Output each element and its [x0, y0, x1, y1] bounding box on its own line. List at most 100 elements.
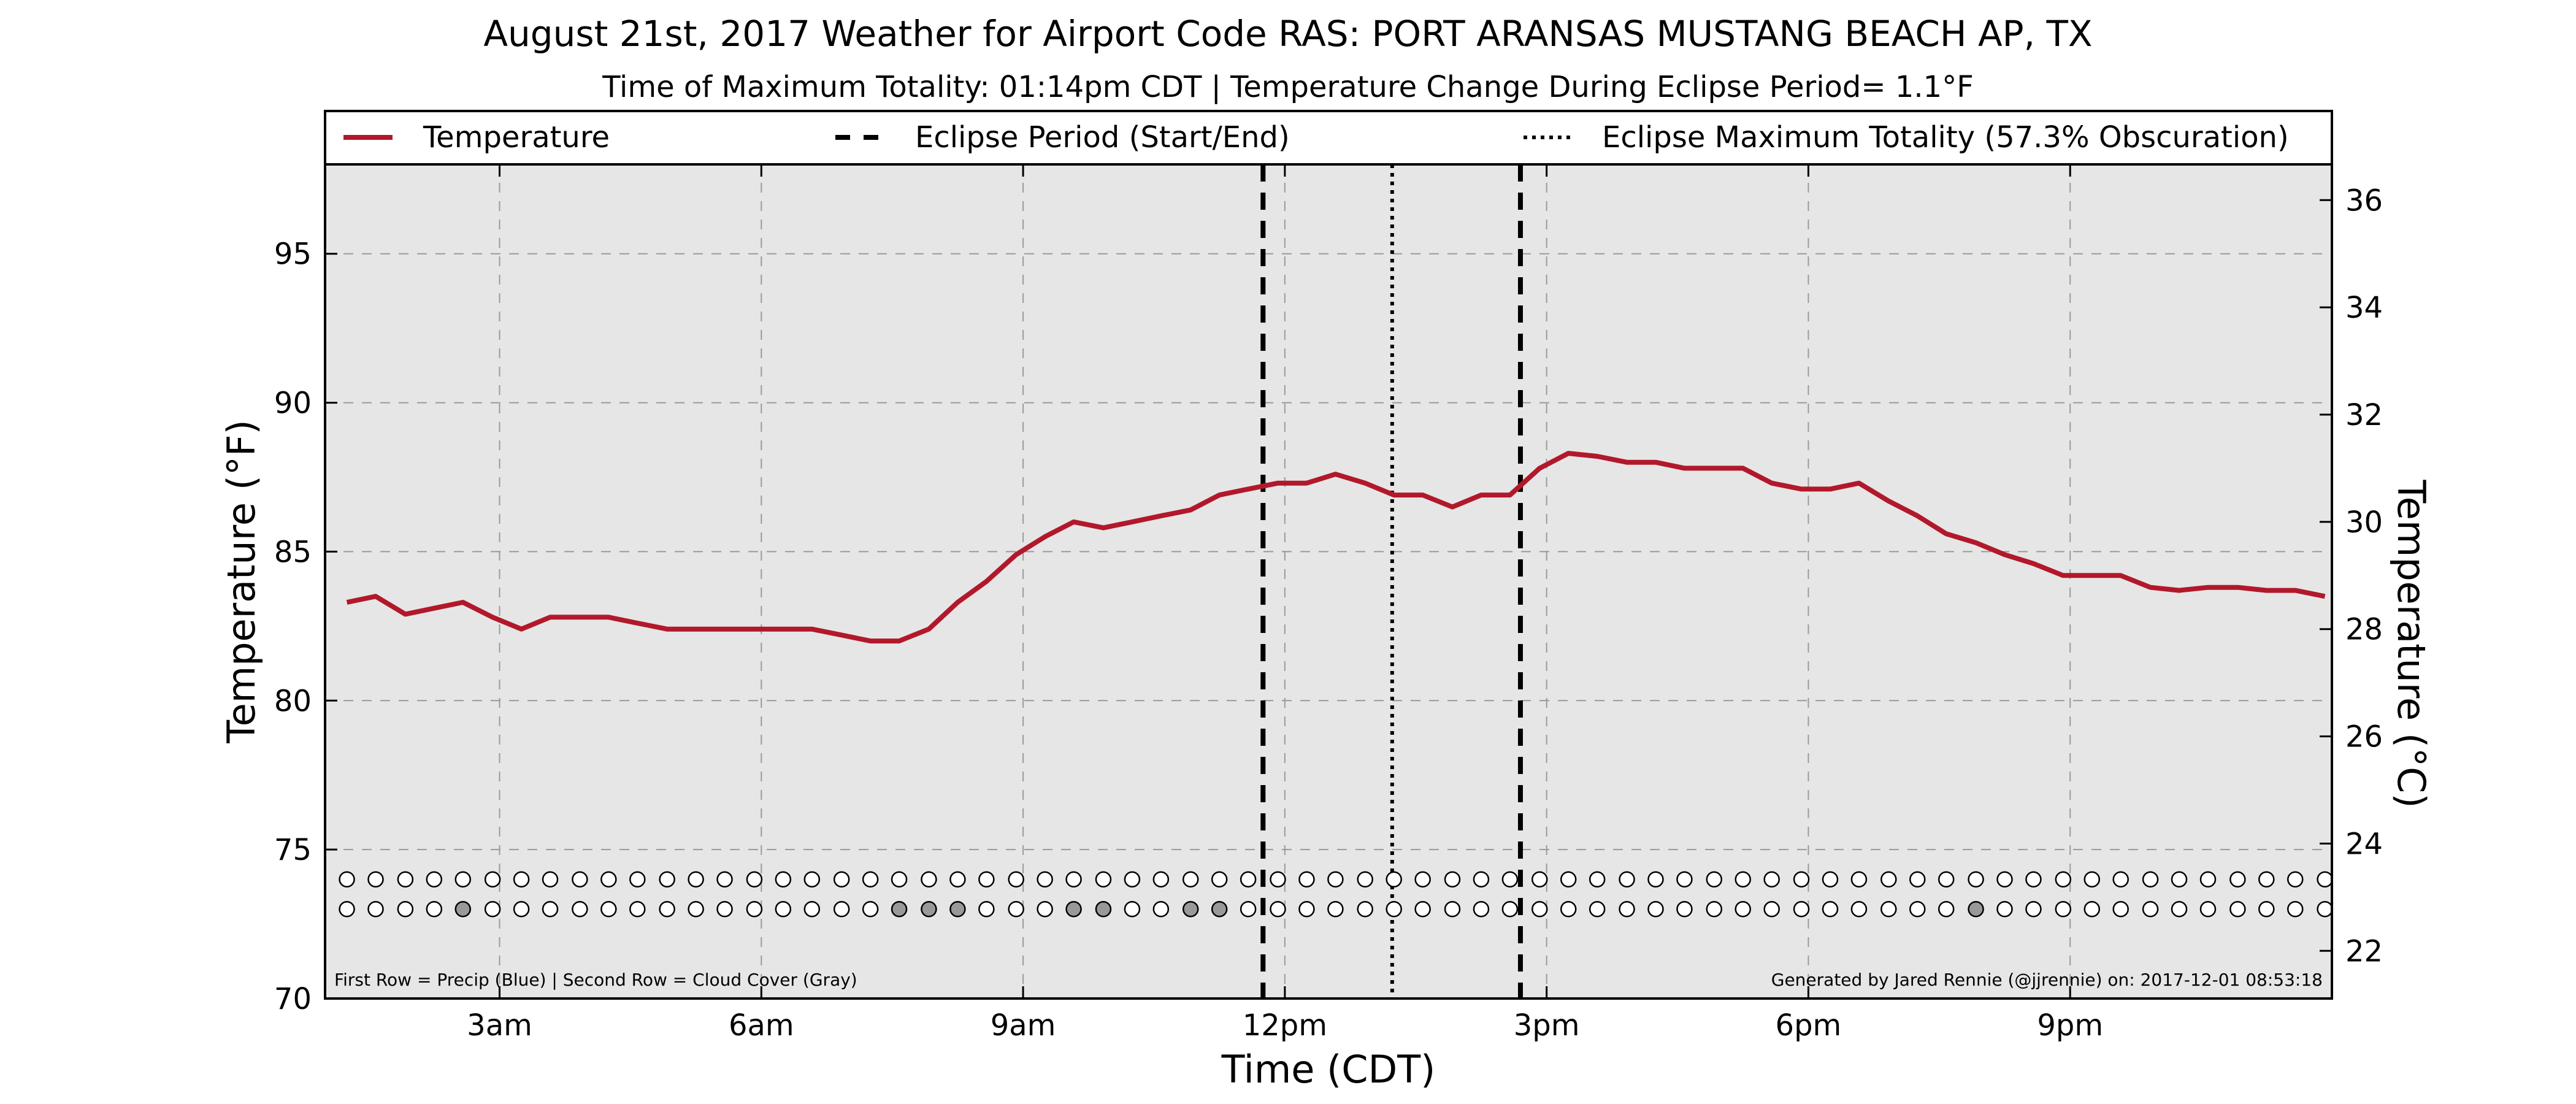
cloud-cover-indicator	[1065, 901, 1082, 918]
indicator-rows	[339, 871, 2333, 918]
precip-indicator	[1676, 871, 1693, 887]
precip-indicator	[572, 871, 588, 887]
x-tick-label: 12pm	[1243, 1008, 1327, 1043]
precip-indicator	[600, 871, 617, 887]
legend-label-max-totality: Eclipse Maximum Totality (57.3% Obscurat…	[1602, 120, 2289, 155]
cloud-cover-indicator	[862, 901, 879, 918]
cloud-cover-indicator	[2287, 901, 2304, 918]
precip-indicator	[1270, 871, 1286, 887]
cloud-cover-indicator	[1938, 901, 1955, 918]
cloud-cover-indicator	[1531, 901, 1548, 918]
precip-indicator	[1211, 871, 1228, 887]
cloud-cover-indicator	[1414, 901, 1431, 918]
cloud-cover-indicator	[1793, 901, 1810, 918]
y2-tick-label: 28	[2345, 613, 2383, 647]
grid-lines	[325, 164, 2332, 999]
cloud-cover-indicator	[1386, 901, 1402, 918]
y2-tick-label: 26	[2345, 720, 2383, 754]
cloud-cover-indicator	[1357, 901, 1373, 918]
cloud-cover-indicator	[1298, 901, 1315, 918]
precip-indicator	[1008, 871, 1024, 887]
cloud-cover-indicator	[775, 901, 792, 918]
cloud-cover-indicator	[1473, 901, 1490, 918]
x-tick-label: 6am	[729, 1008, 794, 1043]
precip-indicator	[716, 871, 733, 887]
cloud-cover-indicator	[2142, 901, 2159, 918]
cloud-cover-indicator	[484, 901, 501, 918]
precip-indicator	[542, 871, 559, 887]
cloud-cover-indicator	[949, 901, 966, 918]
x-axis-ticks: 3am 6am 9am 12pm 3pm 6pm 9pm	[467, 164, 2103, 1043]
precip-indicator	[1763, 871, 1780, 887]
precip-indicator	[513, 871, 530, 887]
precip-indicator	[1037, 871, 1053, 887]
eclipse-lines	[1260, 164, 1523, 999]
chart-subtitle: Time of Maximum Totality: 01:14pm CDT | …	[602, 70, 1974, 104]
y2-axis-ticks: 22 24 26 28 30 32 34 36	[2320, 183, 2383, 968]
precip-indicator	[2083, 871, 2101, 887]
cloud-cover-indicator	[716, 901, 733, 918]
precip-indicator	[775, 871, 792, 887]
cloud-cover-indicator	[2258, 901, 2275, 918]
precip-indicator	[1124, 871, 1141, 887]
precip-indicator	[1938, 871, 1955, 887]
legend-label-temperature: Temperature	[423, 120, 610, 155]
precip-indicator	[484, 871, 501, 887]
precip-indicator	[1386, 871, 1402, 887]
precip-indicator	[2142, 871, 2159, 887]
cloud-cover-indicator	[1676, 901, 1693, 918]
precip-indicator	[978, 871, 995, 887]
cloud-cover-indicator	[1182, 901, 1199, 918]
precip-indicator	[1822, 871, 1839, 887]
cloud-cover-indicator	[2112, 901, 2129, 918]
precip-indicator	[397, 871, 414, 887]
precip-indicator	[1182, 871, 1199, 887]
precip-indicator	[2287, 871, 2304, 887]
x-tick-label: 3pm	[1514, 1008, 1580, 1043]
cloud-cover-indicator	[513, 901, 530, 918]
precip-indicator	[1327, 871, 1344, 887]
y2-axis-label: Temperature (°C)	[2389, 479, 2434, 808]
y-tick-label: 95	[274, 237, 312, 272]
cloud-cover-indicator	[1008, 901, 1024, 918]
cloud-cover-indicator	[426, 901, 443, 918]
cloud-cover-indicator	[2055, 901, 2072, 918]
cloud-cover-indicator	[1880, 901, 1897, 918]
precip-indicator	[1909, 871, 1926, 887]
precip-indicator	[1560, 871, 1577, 887]
precip-indicator	[659, 871, 675, 887]
cloud-cover-indicator	[1037, 901, 1053, 918]
precip-indicator	[1589, 871, 1606, 887]
precip-indicator	[1619, 871, 1635, 887]
plot-area	[325, 164, 2332, 999]
precip-indicator	[1240, 871, 1257, 887]
precip-indicator	[339, 871, 355, 887]
precip-indicator	[862, 871, 879, 887]
precip-indicator	[2025, 871, 2042, 887]
cloud-cover-indicator	[1619, 901, 1635, 918]
y-tick-label: 70	[274, 982, 312, 1016]
cloud-cover-indicator	[1647, 901, 1664, 918]
cloud-cover-indicator	[600, 901, 617, 918]
precip-indicator	[426, 871, 443, 887]
precip-indicator	[1473, 871, 1490, 887]
cloud-cover-indicator	[397, 901, 414, 918]
cloud-cover-indicator	[1706, 901, 1723, 918]
precip-indicator	[921, 871, 937, 887]
cloud-cover-indicator	[978, 901, 995, 918]
cloud-cover-indicator	[1501, 901, 1519, 918]
cloud-cover-indicator	[1124, 901, 1141, 918]
precip-indicator	[1996, 871, 2013, 887]
precip-indicator	[1444, 871, 1461, 887]
cloud-cover-indicator	[2317, 901, 2333, 918]
cloud-cover-indicator	[1909, 901, 1926, 918]
precip-indicator	[1735, 871, 1751, 887]
precip-indicator	[1414, 871, 1431, 887]
legend-label-eclipse-period: Eclipse Period (Start/End)	[915, 120, 1290, 155]
precip-indicator	[1152, 871, 1170, 887]
cloud-cover-indicator	[1968, 901, 1984, 918]
precip-indicator	[1793, 871, 1810, 887]
cloud-cover-indicator	[1095, 901, 1112, 918]
precip-indicator	[1647, 871, 1664, 887]
x-axis-label: Time (CDT)	[1221, 1047, 1436, 1092]
